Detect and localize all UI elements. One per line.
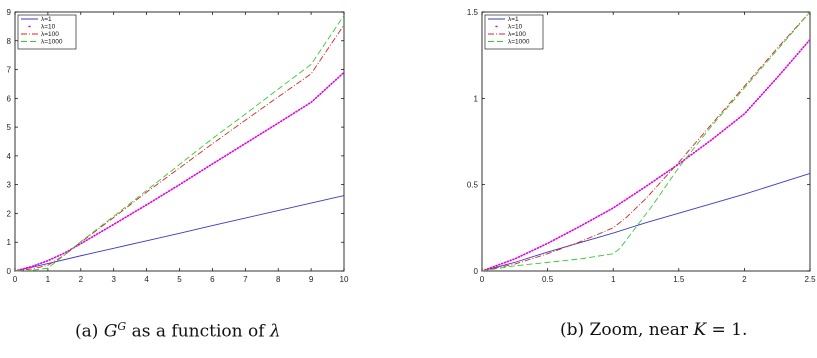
x-tick-label: 10 bbox=[340, 275, 349, 284]
legend-label-2: λ=10 bbox=[508, 24, 523, 31]
plot-frame bbox=[14, 11, 345, 272]
legend-label-4: λ=1000 bbox=[41, 39, 63, 46]
y-tick-label: 0 bbox=[474, 267, 479, 276]
legend-label-3: λ=100 bbox=[41, 31, 59, 38]
legend-label-1: λ=1 bbox=[41, 16, 52, 23]
y-tick-label: 0 bbox=[7, 267, 12, 276]
series-line-1 bbox=[481, 173, 811, 272]
x-tick-label: 2 bbox=[79, 275, 84, 284]
caption-b: (b) Zoom, near K = 1. bbox=[560, 320, 748, 340]
y-tick-label: 1 bbox=[474, 94, 479, 103]
x-tick-label: 3 bbox=[111, 275, 116, 284]
x-tick-label: 0 bbox=[480, 275, 485, 284]
y-tick-label: 0.5 bbox=[467, 181, 479, 190]
y-tick-label: 6 bbox=[7, 94, 12, 103]
x-tick-label: 2.5 bbox=[804, 275, 816, 284]
x-tick-label: 1 bbox=[46, 275, 51, 284]
y-tick-label: 4 bbox=[7, 152, 12, 161]
series-line-2 bbox=[481, 38, 811, 272]
y-tick-label: 5 bbox=[7, 123, 12, 132]
y-tick-label: 9 bbox=[7, 8, 12, 17]
y-tick-label: 3 bbox=[7, 181, 12, 190]
x-tick-label: 1.5 bbox=[673, 275, 685, 284]
series-line-4 bbox=[481, 11, 811, 272]
x-tick-label: 9 bbox=[309, 275, 314, 284]
x-tick-label: 1 bbox=[611, 275, 616, 284]
x-tick-label: 6 bbox=[210, 275, 215, 284]
x-tick-label: 0.5 bbox=[542, 275, 554, 284]
legend-box bbox=[484, 14, 544, 50]
y-tick-label: 7 bbox=[7, 66, 12, 75]
y-tick-label: 1.5 bbox=[467, 8, 479, 17]
x-tick-label: 8 bbox=[276, 275, 281, 284]
legend-label-1: λ=1 bbox=[508, 16, 519, 23]
series-line-1 bbox=[14, 195, 345, 272]
x-tick-label: 5 bbox=[177, 275, 182, 284]
x-tick-label: 4 bbox=[144, 275, 149, 284]
legend-label-4: λ=1000 bbox=[508, 39, 530, 46]
caption-a: (a) GG as a function of λ bbox=[75, 320, 281, 342]
series-line-2 bbox=[14, 71, 345, 272]
legend-label-2: λ=10 bbox=[41, 24, 56, 31]
series-line-4 bbox=[14, 15, 345, 272]
y-tick-label: 8 bbox=[7, 37, 12, 46]
legend-box bbox=[17, 14, 77, 50]
series-line-3 bbox=[14, 24, 345, 272]
x-tick-label: 0 bbox=[13, 275, 18, 284]
series-line-3 bbox=[481, 11, 811, 272]
y-tick-label: 1 bbox=[7, 238, 12, 247]
x-tick-label: 7 bbox=[243, 275, 248, 284]
plot-frame bbox=[481, 11, 811, 272]
legend-label-3: λ=100 bbox=[508, 31, 526, 38]
x-tick-label: 2 bbox=[742, 275, 747, 284]
y-tick-label: 2 bbox=[7, 209, 12, 218]
